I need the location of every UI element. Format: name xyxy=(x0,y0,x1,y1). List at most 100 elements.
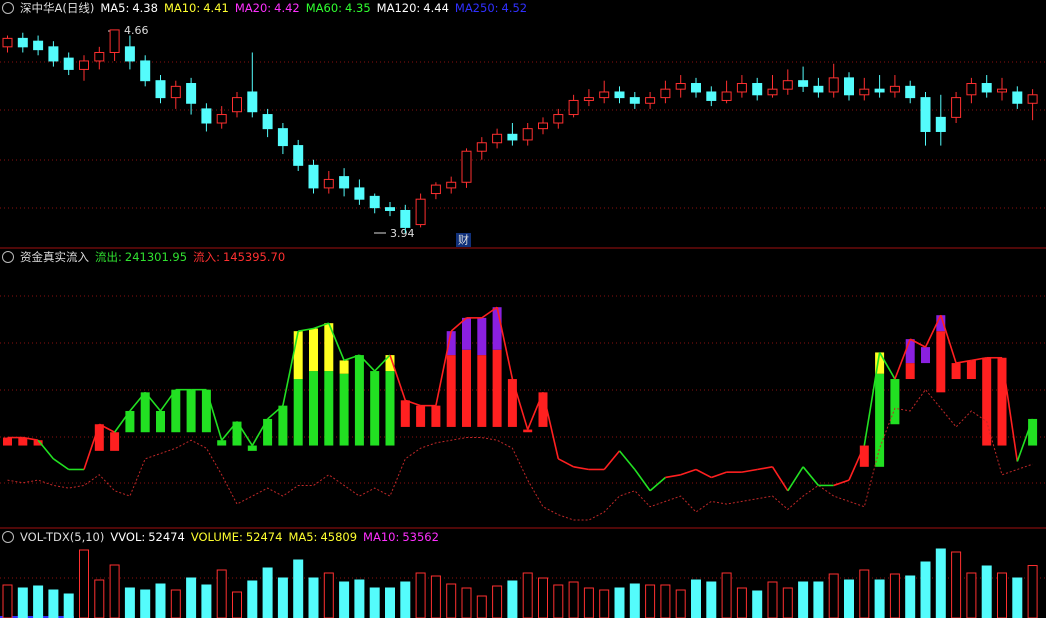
volume-bar xyxy=(553,584,564,618)
panel-title: VOL-TDX(5,10) xyxy=(20,530,105,544)
flow-line xyxy=(573,466,590,471)
candle-body xyxy=(798,80,809,87)
flow-bar xyxy=(18,437,28,446)
event-badge-bg xyxy=(456,233,471,247)
flow-bar-top xyxy=(324,323,334,372)
candle-body xyxy=(17,37,28,48)
flow-bar xyxy=(859,445,869,467)
flow-bar xyxy=(201,389,211,433)
flow-line xyxy=(205,389,223,441)
legend-value: 4.52 xyxy=(501,1,528,15)
flow-bar xyxy=(33,440,43,446)
volume-bar xyxy=(247,580,258,618)
flow-line xyxy=(313,322,330,330)
flow-bar-top xyxy=(905,339,915,364)
volume-bar xyxy=(874,579,885,618)
flow-line xyxy=(221,421,238,441)
flow-bar xyxy=(140,392,150,433)
flow-line xyxy=(680,468,697,476)
panel-title: 资金真实流入 xyxy=(20,250,89,264)
volume-bar xyxy=(354,579,365,618)
volume-bar xyxy=(660,584,671,618)
volume-bar xyxy=(79,549,89,618)
legend-value: 4.42 xyxy=(274,1,300,15)
volume-bar xyxy=(706,581,717,618)
volume-bar xyxy=(859,569,870,618)
candle-body xyxy=(675,83,686,90)
candle-body xyxy=(1027,94,1038,104)
volume-bar xyxy=(415,572,426,618)
flow-line xyxy=(878,352,896,380)
collapse-icon[interactable] xyxy=(2,531,14,543)
candle-body xyxy=(660,88,671,99)
flow-line xyxy=(159,389,177,412)
panel-title: 深中华A(日线) xyxy=(20,1,95,15)
candle-body xyxy=(461,150,472,183)
volume-bar xyxy=(323,572,334,618)
collapse-icon[interactable] xyxy=(2,251,14,263)
candle-body xyxy=(33,40,44,51)
candle-body xyxy=(736,83,747,93)
collapse-icon[interactable] xyxy=(2,2,14,14)
flow-line xyxy=(511,378,529,430)
flow-line xyxy=(955,359,972,364)
flow-line xyxy=(603,450,621,470)
volume-bar xyxy=(691,579,701,618)
volume-bar xyxy=(48,589,59,618)
legend-value: 4.44 xyxy=(423,1,449,15)
volume-bar xyxy=(813,581,824,618)
candle-body xyxy=(752,83,763,96)
flow-bar xyxy=(477,355,487,427)
legend-value: 53562 xyxy=(402,530,439,544)
flow-bar-top xyxy=(446,331,456,356)
flow-bar-top xyxy=(936,315,946,332)
volume-bar xyxy=(33,585,44,618)
candle-body xyxy=(905,85,916,99)
volume-bar xyxy=(1012,577,1023,618)
flow-line xyxy=(848,445,866,481)
volume-bar xyxy=(293,559,304,618)
flow-bar xyxy=(324,371,334,446)
flow-line xyxy=(435,330,452,406)
flow-line xyxy=(802,466,820,486)
flow-line xyxy=(757,466,773,471)
volume-bar xyxy=(645,584,656,618)
flow-bar-top xyxy=(477,317,487,356)
flow-line xyxy=(833,479,850,487)
legend-value: 4.35 xyxy=(345,1,371,15)
flow-bar xyxy=(982,357,992,446)
event-badge[interactable]: 财 xyxy=(458,233,469,247)
flow-line xyxy=(343,354,360,362)
legend-label: MA20: xyxy=(234,1,272,15)
volume-bar xyxy=(2,584,13,618)
flow-bar xyxy=(905,363,915,380)
volume-bar xyxy=(308,577,319,618)
legend-label: MA10: xyxy=(163,1,201,15)
volume-bar xyxy=(109,564,120,618)
flow-line xyxy=(894,338,911,380)
flow-line xyxy=(374,354,391,372)
volume-bar xyxy=(966,572,977,618)
candle-body xyxy=(369,195,380,209)
candle-body xyxy=(155,80,166,99)
legend-label: 流出: xyxy=(95,250,122,264)
volume-bar xyxy=(905,575,916,618)
flow-line xyxy=(298,327,314,332)
panel-header: VOL-TDX(5,10) VVOL: 52474 VOLUME: 52474 MA5: 4… xyxy=(2,529,439,545)
flow-bar xyxy=(462,349,471,427)
volume-bar xyxy=(935,548,946,618)
volume-bar xyxy=(782,587,793,618)
flow-line xyxy=(741,468,758,473)
flow-line xyxy=(113,410,131,433)
flow-bar xyxy=(507,379,517,427)
flow-bar xyxy=(997,357,1007,446)
candle-body xyxy=(507,133,518,141)
candle-body xyxy=(859,88,870,96)
candle-body xyxy=(782,80,793,90)
flow-bar xyxy=(263,418,273,446)
flow-bar xyxy=(110,432,120,451)
volume-bar xyxy=(94,579,105,618)
legend-label: MA5: xyxy=(100,1,130,15)
candle-body xyxy=(186,83,197,104)
flow-line xyxy=(1001,357,1019,462)
